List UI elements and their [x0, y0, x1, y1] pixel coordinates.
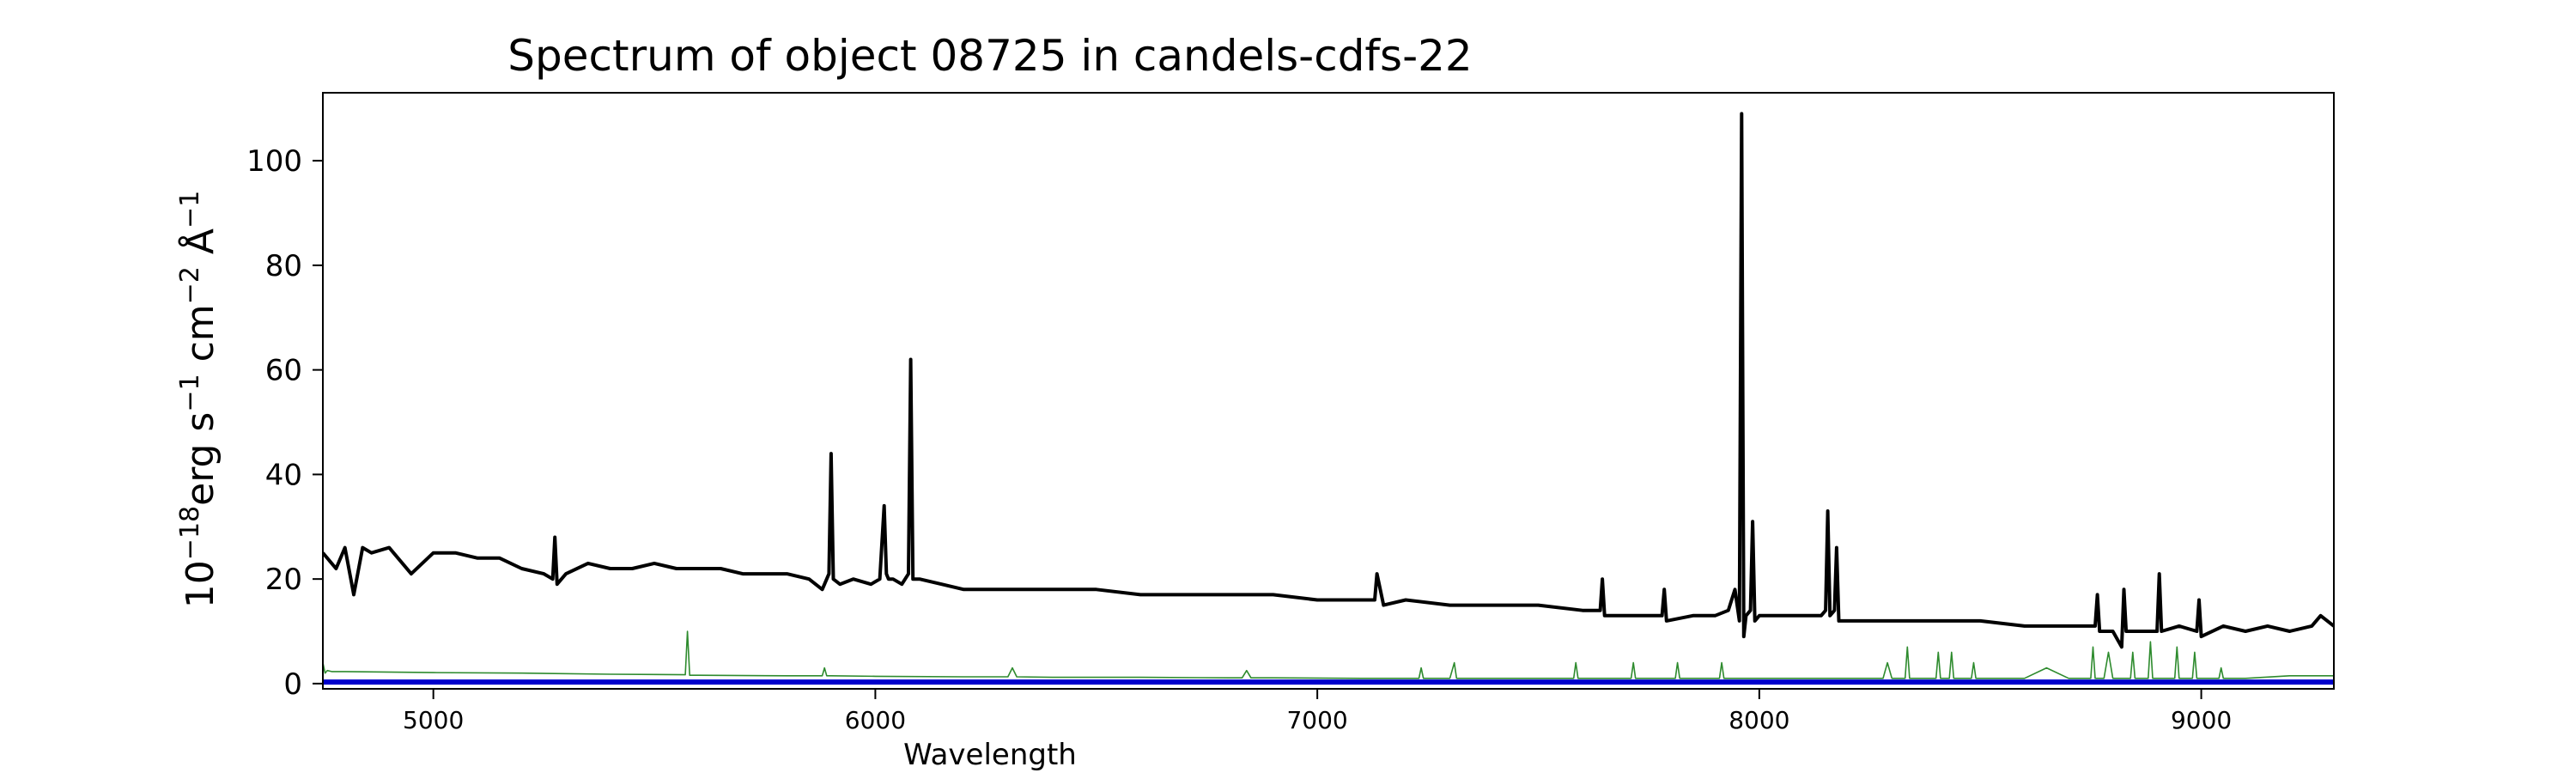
chart-title: Spectrum of object 08725 in candels-cdfs…: [507, 31, 1473, 81]
y-axis-label-text: 10−18erg s−1 cm−2 Å−1: [175, 191, 223, 608]
y-tick-label: 100: [246, 144, 302, 179]
y-tick-label: 20: [265, 563, 302, 597]
series-line-0: [323, 112, 2334, 649]
axis-ticks: 5000 6000 7000 8000 9000 0 20 40 60 80 100: [246, 144, 2232, 734]
x-axis-label: Wavelength: [903, 738, 1077, 772]
x-tick-label: 8000: [1728, 706, 1789, 734]
plot-frame: [322, 92, 2335, 690]
x-tick-label: 7000: [1286, 706, 1347, 734]
y-tick-label: 80: [265, 249, 302, 283]
series-line-1: [323, 630, 2334, 679]
series-layer: [323, 112, 2334, 685]
x-tick-label: 6000: [845, 706, 906, 734]
y-tick-label: 40: [265, 458, 302, 492]
y-axis-label: 10−18erg s−1 cm−2 Å−1: [175, 191, 223, 608]
x-tick-label: 9000: [2171, 706, 2232, 734]
y-tick-label: 0: [283, 667, 302, 702]
y-tick-label: 60: [265, 354, 302, 388]
x-tick-label: 5000: [403, 706, 464, 734]
